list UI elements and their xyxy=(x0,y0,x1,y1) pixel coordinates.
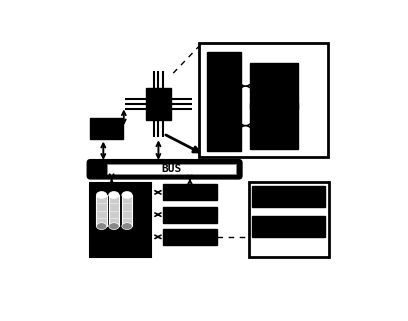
Ellipse shape xyxy=(96,223,107,230)
Bar xyxy=(106,164,236,174)
Ellipse shape xyxy=(109,223,119,230)
Bar xyxy=(250,63,298,109)
FancyBboxPatch shape xyxy=(87,160,242,179)
Bar xyxy=(109,195,119,226)
Text: BUS: BUS xyxy=(161,164,182,174)
Bar xyxy=(248,182,329,257)
Bar xyxy=(146,88,171,120)
Bar xyxy=(163,184,217,200)
Bar xyxy=(163,229,217,245)
Bar xyxy=(250,103,298,149)
Bar xyxy=(253,216,325,238)
Bar xyxy=(96,195,107,226)
Bar xyxy=(253,186,325,207)
Ellipse shape xyxy=(109,192,119,198)
Bar xyxy=(91,117,122,139)
Ellipse shape xyxy=(122,223,132,230)
Bar xyxy=(199,43,328,157)
Bar xyxy=(91,183,151,257)
Bar xyxy=(206,52,241,151)
Bar xyxy=(163,207,217,223)
Ellipse shape xyxy=(122,192,132,198)
Bar xyxy=(122,195,132,226)
Ellipse shape xyxy=(96,192,107,198)
